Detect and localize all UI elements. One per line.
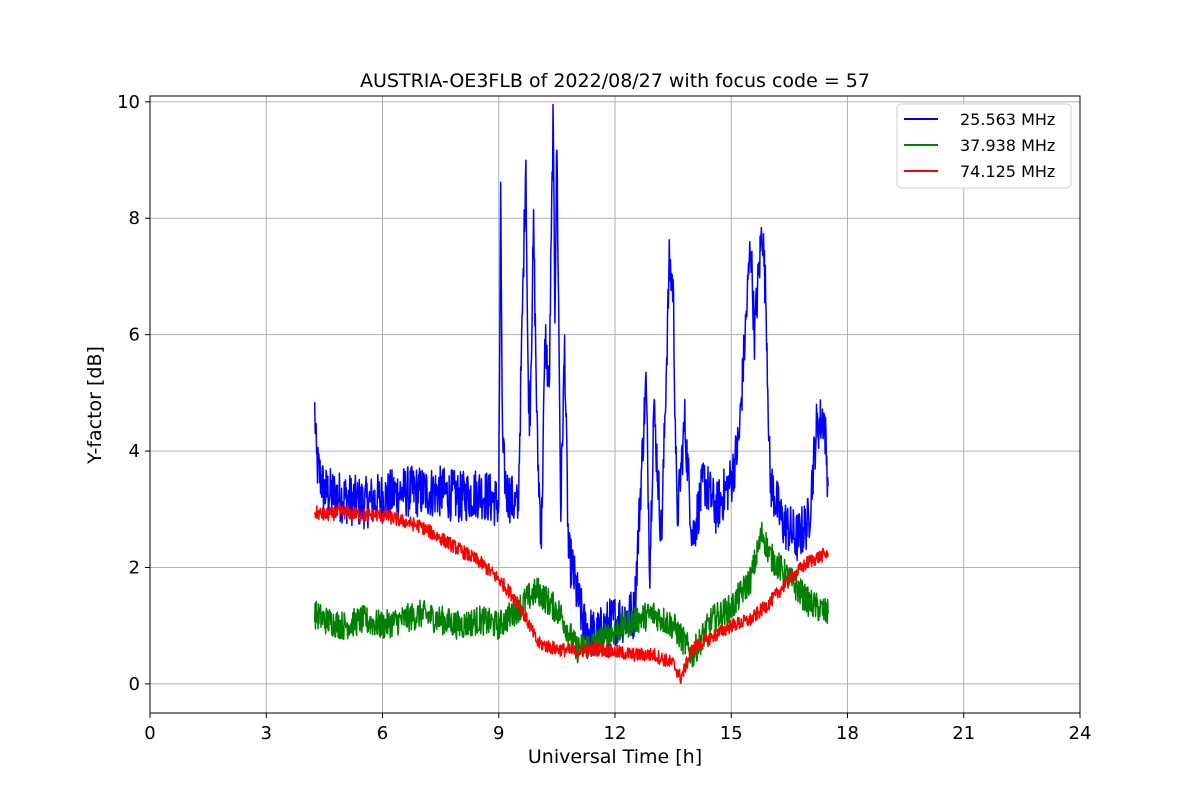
x-tick-label: 18 <box>836 723 859 744</box>
series-layer <box>313 103 829 684</box>
x-tick-label: 0 <box>144 723 155 744</box>
x-tick-label: 3 <box>261 723 272 744</box>
x-tick-label: 21 <box>952 723 975 744</box>
x-axis-title: Universal Time [h] <box>528 746 702 768</box>
y-tick-label: 8 <box>129 208 140 229</box>
x-tick-label: 24 <box>1069 723 1092 744</box>
y-tick-label: 4 <box>129 441 140 462</box>
y-axis-title: Y-factor [dB] <box>84 346 106 465</box>
series-line-3 <box>313 505 829 684</box>
legend-box <box>896 103 1072 189</box>
y-tick-label: 10 <box>117 92 140 113</box>
legend-label-3: 74.125 MHz <box>960 162 1055 181</box>
grid-layer <box>149 96 1081 713</box>
x-tick-label: 12 <box>604 723 627 744</box>
y-tick-label: 6 <box>129 325 140 346</box>
y-tick-label: 2 <box>129 557 140 578</box>
legend-label-2: 37.938 MHz <box>960 136 1055 155</box>
x-tick-label: 6 <box>377 723 388 744</box>
series-line-1 <box>313 103 829 658</box>
legend: 25.563 MHz 37.938 MHz 74.125 MHz <box>896 103 1072 189</box>
legend-label-1: 25.563 MHz <box>960 110 1055 129</box>
series-line-2 <box>313 521 829 668</box>
y-tick-label: 0 <box>129 674 140 695</box>
chart-title: AUSTRIA-OE3FLB of 2022/08/27 with focus … <box>360 70 870 92</box>
x-tick-label: 15 <box>720 723 743 744</box>
x-tick-label: 9 <box>493 723 504 744</box>
